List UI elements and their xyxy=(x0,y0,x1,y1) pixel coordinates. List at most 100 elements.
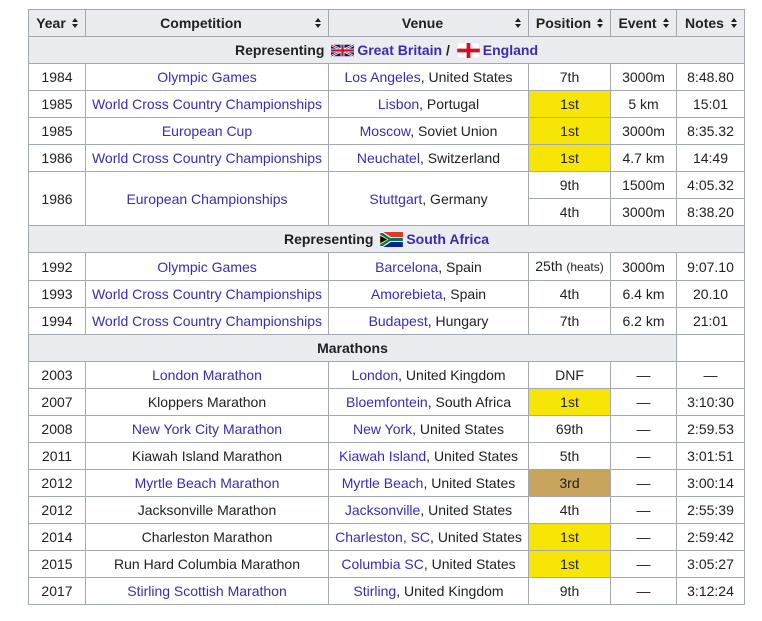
section-row-south-africa: Representing South Africa xyxy=(28,225,745,253)
event-cell: — xyxy=(610,577,677,605)
sort-icon[interactable] xyxy=(515,18,522,28)
venue-link[interactable]: Columbia SC xyxy=(341,556,424,572)
venue-link[interactable]: Neuchatel xyxy=(356,150,420,166)
venue-link[interactable]: Budapest xyxy=(368,313,428,329)
venue-cell: Stuttgart, Germany xyxy=(328,171,529,226)
venue-link[interactable]: Stirling xyxy=(353,583,397,599)
event-cell: 6.2 km xyxy=(610,307,677,335)
notes-cell: 3:10:30 xyxy=(676,388,745,416)
notes-cell: 3:00:14 xyxy=(676,469,745,497)
competition-link[interactable]: Olympic Games xyxy=(157,69,257,85)
year-cell: 1992 xyxy=(28,252,86,281)
uk-flag-icon xyxy=(331,43,355,57)
position-cell-gold: 1st xyxy=(528,144,611,172)
year-cell: 1994 xyxy=(28,307,86,335)
event-cell: — xyxy=(610,442,677,470)
venue-cell: Budapest, Hungary xyxy=(328,307,529,335)
event-cell: 3000m xyxy=(610,63,677,91)
table-row: 1986 European Championships Stuttgart, G… xyxy=(28,171,745,226)
position-value: 25th xyxy=(535,258,563,274)
event-cell: — xyxy=(610,496,677,524)
venue-cell: Stirling, United Kingdom xyxy=(328,577,529,605)
venue-link[interactable]: Jacksonville xyxy=(344,502,421,518)
competition-link[interactable]: World Cross Country Championships xyxy=(91,96,323,112)
venue-link[interactable]: Amorebieta xyxy=(370,286,443,302)
venue-link[interactable]: Los Angeles xyxy=(344,69,421,85)
country-link-england[interactable]: England xyxy=(482,42,539,58)
event-cell: — xyxy=(610,361,677,389)
year-cell: 1986 xyxy=(28,171,86,226)
competition-link[interactable]: New York City Marathon xyxy=(131,421,283,437)
sort-icon[interactable] xyxy=(731,18,738,28)
venue-link[interactable]: Bloemfontein xyxy=(346,394,428,410)
competition-link[interactable]: European Cup xyxy=(161,123,253,139)
competition-cell: Charleston Marathon xyxy=(85,523,329,551)
country-link-great-britain[interactable]: Great Britain xyxy=(357,42,443,58)
position-cell: 25th (heats) xyxy=(528,252,611,281)
venue-link[interactable]: New York xyxy=(353,421,413,437)
country-link-south-africa[interactable]: South Africa xyxy=(406,231,490,247)
venue-country: , Hungary xyxy=(427,313,489,329)
position-cell-gold: 1st xyxy=(528,90,611,118)
venue-cell: Moscow, Soviet Union xyxy=(328,117,529,145)
competition-cell: Myrtle Beach Marathon xyxy=(85,469,329,497)
position-cell-gold: 1st xyxy=(528,117,611,145)
venue-link[interactable]: Lisbon xyxy=(377,96,420,112)
section-spacer-cell xyxy=(676,334,745,362)
notes-cell: 3:12:24 xyxy=(676,577,745,605)
venue-link[interactable]: Myrtle Beach xyxy=(341,475,424,491)
venue-link[interactable]: Kiawah Island xyxy=(339,448,427,464)
venue-link[interactable]: London xyxy=(351,367,399,383)
event-cell: 3000m xyxy=(610,117,677,145)
column-header-venue[interactable]: Venue xyxy=(328,9,529,37)
notes-cell: 8:38.20 xyxy=(676,198,745,226)
year-cell: 1993 xyxy=(28,280,86,308)
competition-cell: World Cross Country Championships xyxy=(85,280,329,308)
competition-link[interactable]: World Cross Country Championships xyxy=(91,286,323,302)
year-cell: 2007 xyxy=(28,388,86,416)
venue-country: , Portugal xyxy=(419,96,480,112)
competition-link[interactable]: Olympic Games xyxy=(157,258,257,275)
column-header-event[interactable]: Event xyxy=(610,9,677,37)
table-row: 2003 London Marathon London, United King… xyxy=(28,361,745,389)
sort-icon[interactable] xyxy=(72,18,79,28)
competition-link[interactable]: World Cross Country Championships xyxy=(91,313,323,329)
competition-cell: European Championships xyxy=(85,171,329,226)
competition-link[interactable]: London Marathon xyxy=(152,367,262,383)
venue-country: , United States xyxy=(420,69,513,85)
competition-link[interactable]: World Cross Country Championships xyxy=(91,150,323,166)
event-cell: 4.7 km xyxy=(610,144,677,172)
event-cell: — xyxy=(610,388,677,416)
sort-icon[interactable] xyxy=(315,18,322,28)
column-header-notes[interactable]: Notes xyxy=(676,9,745,37)
venue-link[interactable]: Moscow xyxy=(359,123,411,139)
venue-link[interactable]: Barcelona xyxy=(375,258,439,275)
competition-link[interactable]: Myrtle Beach Marathon xyxy=(134,475,280,491)
venue-cell: London, United Kingdom xyxy=(328,361,529,389)
venue-country: , United States xyxy=(423,475,516,491)
column-header-position[interactable]: Position xyxy=(528,9,611,37)
england-flag-icon xyxy=(456,42,480,58)
venue-cell: Myrtle Beach, United States xyxy=(328,469,529,497)
venue-link[interactable]: Charleston, SC xyxy=(335,529,431,545)
section-header: Representing Great Britain / England xyxy=(28,36,745,64)
column-header-competition[interactable]: Competition xyxy=(85,9,329,37)
column-header-year[interactable]: Year xyxy=(28,9,86,37)
competition-cell: World Cross Country Championships xyxy=(85,144,329,172)
notes-cell: 9:07.10 xyxy=(676,252,745,281)
venue-country: , United States xyxy=(420,502,513,518)
table-row: 1986 World Cross Country Championships N… xyxy=(28,144,745,172)
column-header-label: Competition xyxy=(160,15,242,31)
venue-country: , Spain xyxy=(442,286,487,302)
sort-icon[interactable] xyxy=(597,18,604,28)
notes-cell: 8:35.32 xyxy=(676,117,745,145)
competition-cell: European Cup xyxy=(85,117,329,145)
venue-link[interactable]: Stuttgart xyxy=(369,190,423,207)
competition-link[interactable]: Stirling Scottish Marathon xyxy=(127,583,287,599)
year-cell: 2011 xyxy=(28,442,86,470)
sort-icon[interactable] xyxy=(663,18,670,28)
notes-cell: 20.10 xyxy=(676,280,745,308)
table-row: 2007 Kloppers Marathon Bloemfontein, Sou… xyxy=(28,388,745,416)
competition-link[interactable]: European Championships xyxy=(126,190,288,207)
